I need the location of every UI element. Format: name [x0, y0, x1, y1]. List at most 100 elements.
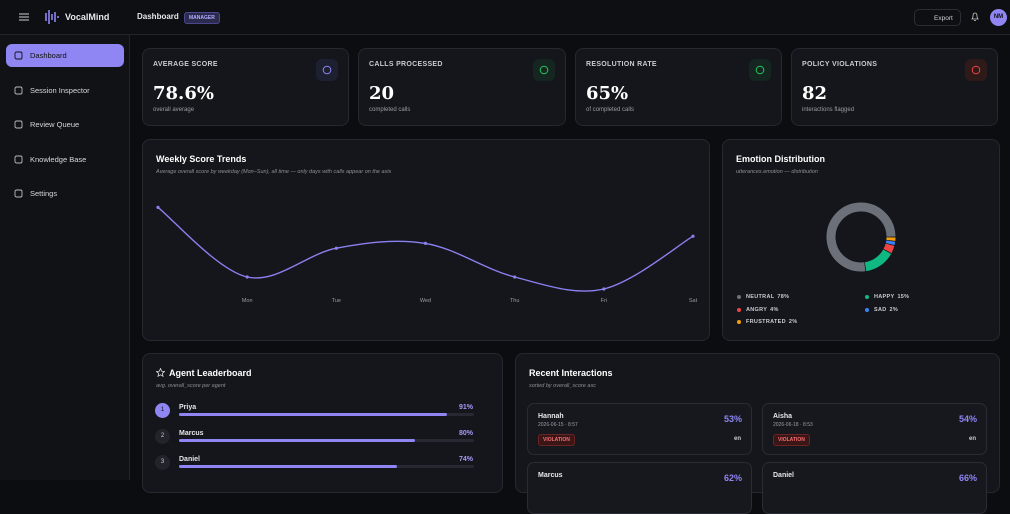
nav-item[interactable]: Review Queue: [6, 113, 124, 136]
caller-name: Marcus: [538, 472, 563, 479]
legend-value: 15%: [897, 294, 909, 300]
nav-icon: [14, 51, 23, 60]
kpi-label: CALLS PROCESSED: [369, 61, 443, 68]
kpi-card: AVERAGE SCORE 78.6% overall average: [142, 48, 349, 126]
trend-point: [335, 247, 338, 250]
kpi-icon-shape: [323, 66, 331, 74]
star-shape: [157, 369, 165, 377]
kpi-value: 78.6%: [153, 83, 214, 104]
nav-icon: [14, 155, 23, 164]
agent-name: Daniel: [179, 456, 200, 463]
kpi-value: 20: [369, 83, 394, 104]
kpi-icon: [316, 59, 338, 81]
legend-swatch: [737, 295, 741, 299]
agent-score: 91%: [459, 404, 473, 411]
nav-item[interactable]: Settings: [6, 182, 124, 205]
trend-point: [156, 206, 159, 209]
rank-badge: 2: [155, 429, 170, 444]
language: en: [969, 436, 976, 442]
card-title: Recent Interactions: [529, 368, 613, 378]
kpi-caption: overall average: [153, 107, 194, 113]
legend-value: 4%: [770, 307, 779, 313]
legend-swatch: [865, 295, 869, 299]
legend-name: HAPPY: [874, 294, 894, 300]
interaction-date: 2026-06-18 · 8:53: [773, 422, 813, 428]
trend-point: [691, 235, 694, 238]
x-tick-label: Tue: [332, 298, 341, 304]
score-bar: [179, 413, 447, 416]
nav-icon-shape: [15, 52, 22, 59]
rank-badge: 3: [155, 455, 170, 470]
bell-icon[interactable]: [970, 12, 980, 22]
agent-name: Priya: [179, 404, 196, 411]
recent-card: Recent Interactions sorted by overall_sco…: [515, 353, 1000, 493]
kpi-icon-glyph: [971, 65, 981, 75]
x-tick-label: Mon: [242, 298, 253, 304]
agent-score: 74%: [459, 456, 473, 463]
legend-swatch: [737, 308, 741, 312]
nav-icon: [14, 120, 23, 129]
kpi-icon-glyph: [539, 65, 549, 75]
legend-name: ANGRY: [746, 307, 767, 313]
nav-icon-shape: [15, 87, 22, 94]
caller-name: Hannah: [538, 413, 564, 420]
line-chart: Mon Tue Wed Thu Fri Sat: [143, 140, 709, 340]
kpi-label: AVERAGE SCORE: [153, 61, 218, 68]
kpi-icon: [965, 59, 987, 81]
interaction-score: 54%: [959, 414, 977, 424]
nav-item[interactable]: Knowledge Base: [6, 148, 124, 171]
donut-segment: [890, 241, 891, 244]
topbar: VocalMind Dashboard MANAGER Export NM: [0, 0, 1010, 35]
interaction-score: 62%: [724, 473, 742, 483]
kpi-label: POLICY VIOLATIONS: [802, 61, 877, 68]
export-button[interactable]: Export: [914, 9, 961, 26]
nav-item[interactable]: Session Inspector: [6, 79, 124, 102]
score-bar: [179, 439, 415, 442]
x-tick-label: Wed: [420, 298, 431, 304]
role-badge: MANAGER: [184, 12, 220, 24]
kpi-icon: [533, 59, 555, 81]
kpi-label: RESOLUTION RATE: [586, 61, 657, 68]
trend-point: [246, 275, 249, 278]
kpi-value: 65%: [586, 83, 628, 104]
violation-badge: VIOLATION: [773, 434, 810, 446]
kpi-icon-shape: [540, 66, 548, 74]
legend-name: FRUSTRATED: [746, 319, 786, 325]
kpi-caption: interactions flagged: [802, 107, 854, 113]
kpi-icon: [749, 59, 771, 81]
language: en: [734, 436, 741, 442]
kpi-icon-glyph: [322, 65, 332, 75]
page-title: Dashboard: [137, 12, 179, 21]
nav-item[interactable]: Dashboard: [6, 44, 124, 67]
kpi-caption: of completed calls: [586, 107, 634, 113]
avatar[interactable]: NM: [990, 9, 1007, 26]
star-icon: [156, 368, 165, 377]
x-tick-label: Fri: [601, 298, 607, 304]
nav-icon: [14, 86, 23, 95]
kpi-caption: completed calls: [369, 107, 410, 113]
legend-swatch: [737, 320, 741, 324]
app: VocalMind Dashboard MANAGER Export NM Da…: [0, 0, 1010, 480]
x-tick-label: Thu: [510, 298, 519, 304]
card-title: Agent Leaderboard: [169, 368, 252, 378]
kpi-icon-glyph: [755, 65, 765, 75]
logo: [42, 9, 60, 25]
trend-point: [602, 287, 605, 290]
nav-icon: [14, 189, 23, 198]
interaction-item[interactable]: Marcus 62%: [527, 462, 752, 514]
interaction-score: 53%: [724, 414, 742, 424]
menu-icon[interactable]: [19, 13, 29, 21]
sidebar: Dashboard Session Inspector Review Queue Kn…: [0, 35, 130, 480]
card-subtitle: sorted by overall_score asc: [529, 383, 596, 389]
x-tick-label: Sat: [689, 298, 698, 304]
kpi-value: 82: [802, 83, 827, 104]
legend-value: 2%: [789, 319, 798, 325]
legend-name: SAD: [874, 307, 887, 313]
